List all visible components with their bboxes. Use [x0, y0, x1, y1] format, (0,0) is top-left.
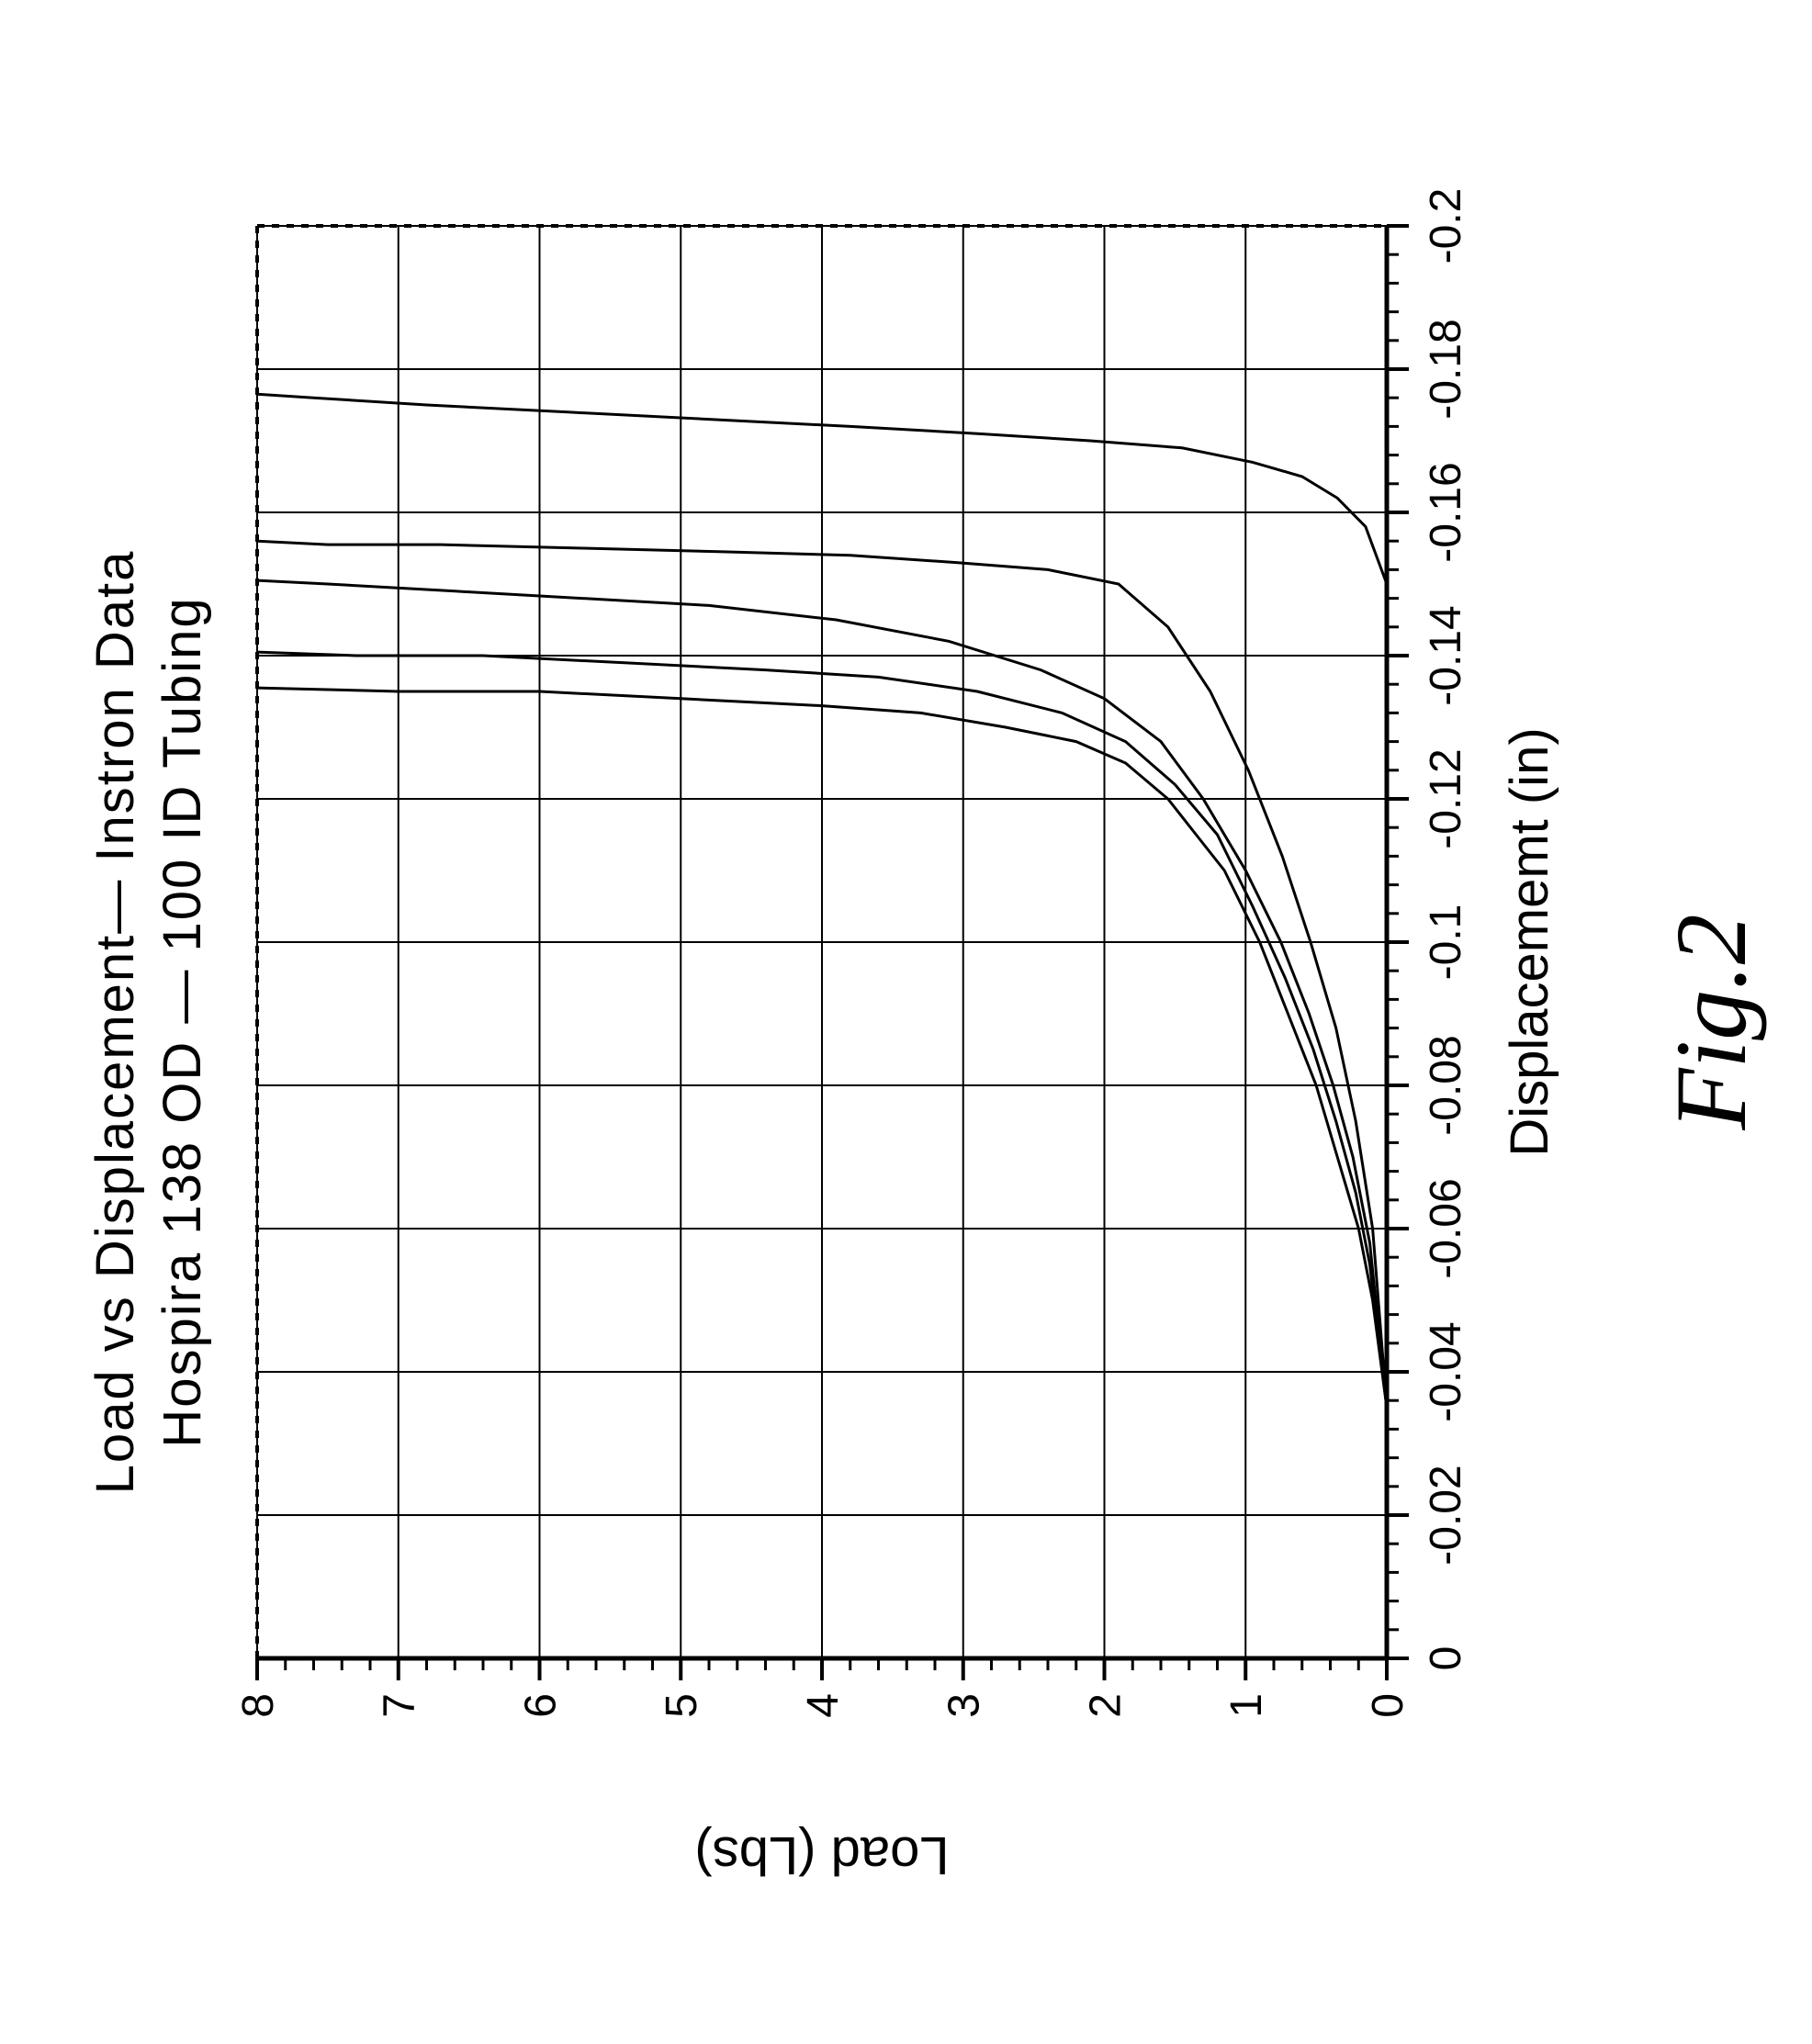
xtick-label: -0.14 — [1422, 605, 1470, 705]
ytick-label: 3 — [940, 1693, 989, 1718]
chart-plot-svg: 0 -0.02 -0.04 -0.06 -0.08 -0.1 -0.12 -0.14 -0.16… — [0, 0, 1812, 2044]
xtick-label: -0.16 — [1422, 462, 1470, 562]
ytick-label: 6 — [516, 1693, 565, 1718]
chart-rotated-stage: Load vs Displacement— Instron Data Hospi… — [0, 0, 1812, 2044]
xtick-label: -0.06 — [1422, 1178, 1470, 1278]
xtick-label: -0.1 — [1422, 904, 1470, 981]
ytick-label: 0 — [1364, 1693, 1412, 1718]
xtick-label: 0 — [1422, 1646, 1470, 1671]
ytick-label: 8 — [234, 1693, 283, 1718]
ytick-label: 7 — [376, 1693, 424, 1718]
ytick-label: 5 — [658, 1693, 706, 1718]
ytick-label: 2 — [1081, 1693, 1130, 1718]
ytick-label: 1 — [1222, 1693, 1271, 1718]
xtick-label: -0.04 — [1422, 1321, 1470, 1421]
figure-caption: Fig.2 — [1653, 0, 1770, 2044]
xtick-label: -0.18 — [1422, 319, 1470, 419]
xtick-label: -0.02 — [1422, 1465, 1470, 1565]
xtick-label: -0.2 — [1422, 188, 1470, 264]
xtick-label: -0.12 — [1422, 748, 1470, 848]
ytick-label: 4 — [799, 1693, 848, 1718]
x-axis-label: Displacememt (in) — [1500, 727, 1559, 1156]
xtick-label: -0.08 — [1422, 1035, 1470, 1135]
y-axis-label: Load (Lbs) — [694, 1825, 949, 1885]
